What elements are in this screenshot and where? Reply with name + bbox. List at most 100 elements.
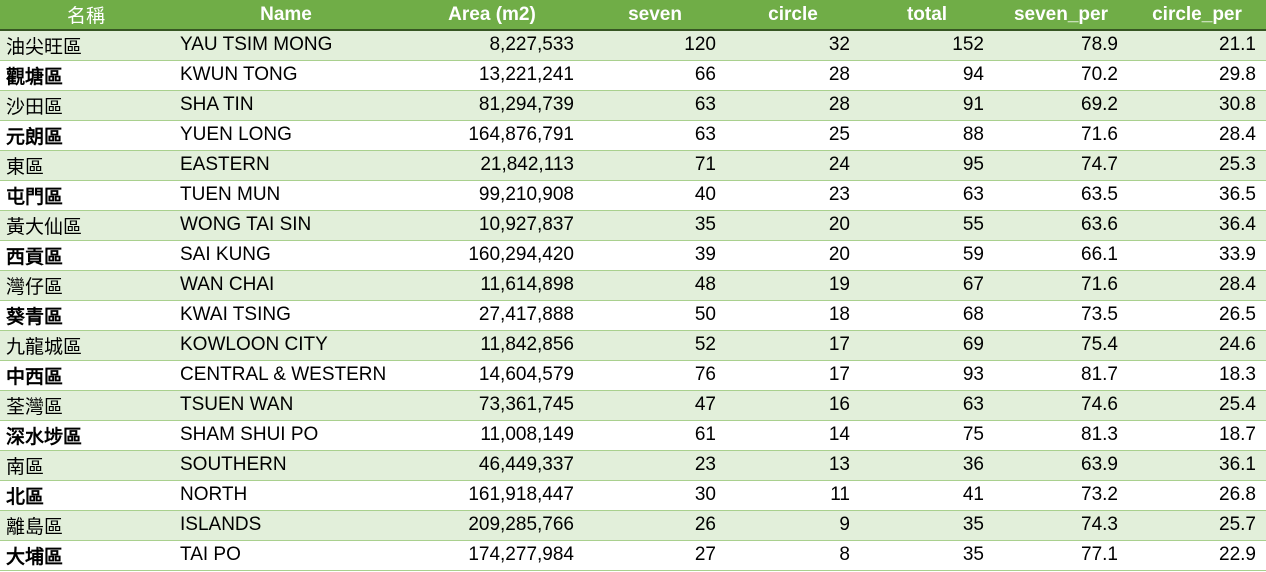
cell-area[interactable]: 160,294,420 (400, 240, 584, 271)
cell-seven[interactable]: 48 (584, 270, 726, 301)
cell-seven[interactable]: 30 (584, 480, 726, 511)
cell-total[interactable]: 93 (860, 360, 994, 391)
cell-name[interactable]: ISLANDS (172, 510, 400, 541)
cell-seven-per[interactable]: 71.6 (994, 270, 1128, 301)
cell-circle-per[interactable]: 36.1 (1128, 450, 1266, 481)
cell-name-zh[interactable]: 南區 (0, 450, 172, 481)
cell-circle-per[interactable]: 25.4 (1128, 390, 1266, 421)
cell-name[interactable]: TSUEN WAN (172, 390, 400, 421)
cell-area[interactable]: 21,842,113 (400, 150, 584, 181)
table-row[interactable]: 九龍城區 KOWLOON CITY 11,842,856 52 17 69 75.4 24.6 (0, 330, 1266, 361)
cell-name-zh[interactable]: 黃大仙區 (0, 210, 172, 241)
cell-name[interactable]: NORTH (172, 480, 400, 511)
table-row[interactable]: 灣仔區 WAN CHAI 11,614,898 48 19 67 71.6 28.4 (0, 270, 1266, 301)
cell-circle-per[interactable]: 33.9 (1128, 240, 1266, 271)
header-cell-name-zh[interactable]: 名稱 (0, 0, 172, 31)
cell-name-zh[interactable]: 灣仔區 (0, 270, 172, 301)
cell-name[interactable]: YUEN LONG (172, 120, 400, 151)
cell-circle[interactable]: 8 (726, 540, 860, 571)
cell-seven-per[interactable]: 63.5 (994, 180, 1128, 211)
cell-total[interactable]: 95 (860, 150, 994, 181)
cell-seven-per[interactable]: 77.1 (994, 540, 1128, 571)
cell-name[interactable]: WONG TAI SIN (172, 210, 400, 241)
cell-name-zh[interactable]: 荃灣區 (0, 390, 172, 421)
cell-circle[interactable]: 24 (726, 150, 860, 181)
header-cell-total[interactable]: total (860, 0, 994, 31)
cell-seven[interactable]: 27 (584, 540, 726, 571)
cell-seven-per[interactable]: 71.6 (994, 120, 1128, 151)
table-row[interactable]: 西貢區 SAI KUNG 160,294,420 39 20 59 66.1 33.9 (0, 240, 1266, 271)
cell-name-zh[interactable]: 深水埗區 (0, 420, 172, 451)
cell-area[interactable]: 13,221,241 (400, 60, 584, 91)
cell-name-zh[interactable]: 屯門區 (0, 180, 172, 211)
header-cell-circle-per[interactable]: circle_per (1128, 0, 1266, 31)
cell-name-zh[interactable]: 沙田區 (0, 90, 172, 121)
cell-name[interactable]: YAU TSIM MONG (172, 30, 400, 61)
cell-seven[interactable]: 120 (584, 30, 726, 61)
cell-seven-per[interactable]: 63.6 (994, 210, 1128, 241)
table-row[interactable]: 葵青區 KWAI TSING 27,417,888 50 18 68 73.5 26.5 (0, 300, 1266, 331)
cell-area[interactable]: 14,604,579 (400, 360, 584, 391)
cell-area[interactable]: 73,361,745 (400, 390, 584, 421)
cell-name[interactable]: SHA TIN (172, 90, 400, 121)
table-row[interactable]: 沙田區 SHA TIN 81,294,739 63 28 91 69.2 30.8 (0, 90, 1266, 121)
cell-name-zh[interactable]: 大埔區 (0, 540, 172, 571)
cell-area[interactable]: 161,918,447 (400, 480, 584, 511)
cell-total[interactable]: 63 (860, 390, 994, 421)
cell-seven[interactable]: 39 (584, 240, 726, 271)
cell-total[interactable]: 35 (860, 540, 994, 571)
cell-seven-per[interactable]: 66.1 (994, 240, 1128, 271)
cell-seven-per[interactable]: 75.4 (994, 330, 1128, 361)
cell-name-zh[interactable]: 西貢區 (0, 240, 172, 271)
cell-seven-per[interactable]: 73.2 (994, 480, 1128, 511)
cell-area[interactable]: 11,614,898 (400, 270, 584, 301)
cell-total[interactable]: 91 (860, 90, 994, 121)
cell-seven[interactable]: 71 (584, 150, 726, 181)
cell-seven-per[interactable]: 69.2 (994, 90, 1128, 121)
cell-circle[interactable]: 28 (726, 90, 860, 121)
cell-seven-per[interactable]: 70.2 (994, 60, 1128, 91)
cell-name[interactable]: KWUN TONG (172, 60, 400, 91)
cell-circle[interactable]: 19 (726, 270, 860, 301)
cell-name-zh[interactable]: 中西區 (0, 360, 172, 391)
cell-name[interactable]: SHAM SHUI PO (172, 420, 400, 451)
cell-area[interactable]: 11,008,149 (400, 420, 584, 451)
cell-area[interactable]: 174,277,984 (400, 540, 584, 571)
cell-area[interactable]: 209,285,766 (400, 510, 584, 541)
cell-circle-per[interactable]: 25.7 (1128, 510, 1266, 541)
cell-circle-per[interactable]: 22.9 (1128, 540, 1266, 571)
cell-seven[interactable]: 61 (584, 420, 726, 451)
cell-name[interactable]: TUEN MUN (172, 180, 400, 211)
cell-circle[interactable]: 20 (726, 240, 860, 271)
cell-total[interactable]: 63 (860, 180, 994, 211)
cell-seven[interactable]: 52 (584, 330, 726, 361)
cell-seven[interactable]: 23 (584, 450, 726, 481)
cell-area[interactable]: 164,876,791 (400, 120, 584, 151)
cell-name-zh[interactable]: 九龍城區 (0, 330, 172, 361)
header-cell-seven-per[interactable]: seven_per (994, 0, 1128, 31)
cell-seven[interactable]: 66 (584, 60, 726, 91)
cell-area[interactable]: 8,227,533 (400, 30, 584, 61)
table-row[interactable]: 荃灣區 TSUEN WAN 73,361,745 47 16 63 74.6 25.4 (0, 390, 1266, 421)
cell-name-zh[interactable]: 離島區 (0, 510, 172, 541)
table-row[interactable]: 元朗區 YUEN LONG 164,876,791 63 25 88 71.6 28.4 (0, 120, 1266, 151)
cell-area[interactable]: 81,294,739 (400, 90, 584, 121)
cell-total[interactable]: 35 (860, 510, 994, 541)
table-row[interactable]: 大埔區 TAI PO 174,277,984 27 8 35 77.1 22.9 (0, 540, 1266, 571)
cell-seven[interactable]: 47 (584, 390, 726, 421)
table-row[interactable]: 黃大仙區 WONG TAI SIN 10,927,837 35 20 55 63.6 36.4 (0, 210, 1266, 241)
cell-name[interactable]: KWAI TSING (172, 300, 400, 331)
table-row[interactable]: 東區 EASTERN 21,842,113 71 24 95 74.7 25.3 (0, 150, 1266, 181)
cell-seven-per[interactable]: 81.3 (994, 420, 1128, 451)
cell-name-zh[interactable]: 觀塘區 (0, 60, 172, 91)
cell-name[interactable]: SAI KUNG (172, 240, 400, 271)
cell-seven[interactable]: 26 (584, 510, 726, 541)
cell-area[interactable]: 11,842,856 (400, 330, 584, 361)
cell-circle[interactable]: 28 (726, 60, 860, 91)
cell-circle-per[interactable]: 36.4 (1128, 210, 1266, 241)
cell-name[interactable]: EASTERN (172, 150, 400, 181)
cell-total[interactable]: 59 (860, 240, 994, 271)
cell-circle[interactable]: 11 (726, 480, 860, 511)
cell-seven-per[interactable]: 63.9 (994, 450, 1128, 481)
cell-seven-per[interactable]: 73.5 (994, 300, 1128, 331)
